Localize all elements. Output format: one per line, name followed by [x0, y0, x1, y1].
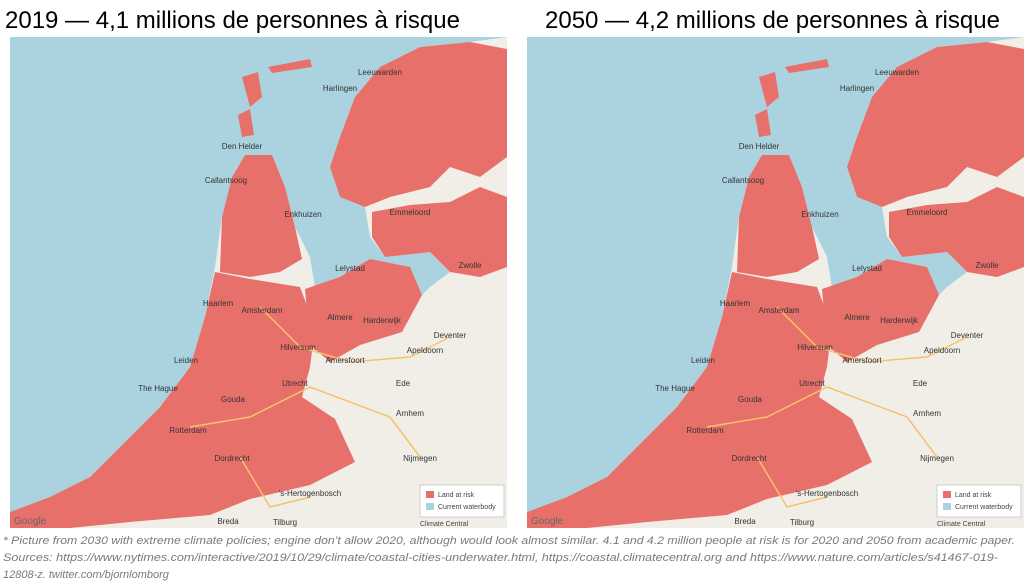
city-label: Harlingen [323, 84, 357, 93]
city-label: Emmeloord [907, 208, 948, 217]
city-label: Emmeloord [390, 208, 431, 217]
legend-swatch [426, 503, 434, 510]
attribution: Google [14, 516, 47, 527]
city-label: Enkhuizen [284, 210, 321, 219]
legend-label: Current waterbody [438, 504, 496, 511]
city-label: Leeuwarden [875, 68, 919, 77]
city-label: Lelystad [852, 264, 882, 273]
city-label: Harderwijk [880, 316, 919, 325]
city-label: Harderwijk [363, 316, 402, 325]
city-label: Lelystad [335, 264, 365, 273]
city-label: Haarlem [203, 299, 234, 308]
attribution: Google [531, 516, 564, 527]
city-label: Den Helder [739, 142, 780, 151]
city-label: Deventer [434, 331, 467, 340]
city-label: Hilversum [280, 343, 316, 352]
legend-swatch [426, 491, 434, 498]
city-label: Utrecht [799, 379, 826, 388]
city-label: Gouda [738, 395, 763, 404]
city-label: Ede [913, 379, 928, 388]
city-label: Enkhuizen [801, 210, 838, 219]
city-label: Almere [327, 313, 353, 322]
city-label: Apeldoorn [407, 346, 443, 355]
city-label: 's-Hertogenbosch [796, 489, 858, 498]
city-label: 's-Hertogenbosch [279, 489, 341, 498]
city-label: Harlingen [840, 84, 874, 93]
legend-label: Land at risk [438, 492, 475, 499]
city-label: Amsterdam [759, 306, 800, 315]
city-label: Utrecht [282, 379, 309, 388]
city-label: Amersfoort [842, 356, 882, 365]
legend-label: Current waterbody [955, 504, 1013, 511]
city-label: The Hague [655, 384, 695, 393]
city-label: Callantsoog [205, 176, 247, 185]
city-label: Nijmegen [920, 454, 954, 463]
city-label: Zwolle [458, 261, 482, 270]
footnote: Sources: https://www.nytimes.com/interac… [3, 552, 998, 564]
city-label: Deventer [951, 331, 984, 340]
map-title: 2050 — 4,2 millions de personnes à risqu… [545, 7, 1000, 34]
map-title: 2019 — 4,1 millions de personnes à risqu… [5, 7, 460, 34]
city-label: Breda [217, 517, 239, 526]
city-label: Nijmegen [403, 454, 437, 463]
city-label: Arnhem [396, 409, 424, 418]
city-label: Arnhem [913, 409, 941, 418]
city-label: Almere [844, 313, 870, 322]
city-label: Apeldoorn [924, 346, 960, 355]
city-label: Breda [734, 517, 756, 526]
city-label: Dordrecht [214, 454, 250, 463]
city-label: Tilburg [273, 518, 297, 527]
city-label: Dordrecht [731, 454, 767, 463]
city-label: Amsterdam [242, 306, 283, 315]
city-label: Ede [396, 379, 411, 388]
city-label: Den Helder [222, 142, 263, 151]
city-label: Amersfoort [325, 356, 365, 365]
city-label: Leiden [691, 356, 715, 365]
city-label: Callantsoog [722, 176, 764, 185]
credit: Climate Central [937, 521, 986, 528]
city-label: Leeuwarden [358, 68, 402, 77]
city-label: Rotterdam [686, 426, 724, 435]
city-label: Hilversum [797, 343, 833, 352]
city-label: Rotterdam [169, 426, 207, 435]
footnote: * Picture from 2030 with extreme climate… [3, 535, 1015, 547]
legend-swatch [943, 491, 951, 498]
footnote: 12808-z. twitter.com/bjornlomborg [3, 569, 170, 581]
city-label: Tilburg [790, 518, 814, 527]
legend-box [419, 484, 505, 518]
city-label: Leiden [174, 356, 198, 365]
legend-swatch [943, 503, 951, 510]
city-label: Haarlem [720, 299, 751, 308]
credit: Climate Central [420, 521, 469, 528]
city-label: The Hague [138, 384, 178, 393]
city-label: Gouda [221, 395, 246, 404]
city-label: Zwolle [975, 261, 999, 270]
legend-label: Land at risk [955, 492, 992, 499]
legend-box [936, 484, 1022, 518]
